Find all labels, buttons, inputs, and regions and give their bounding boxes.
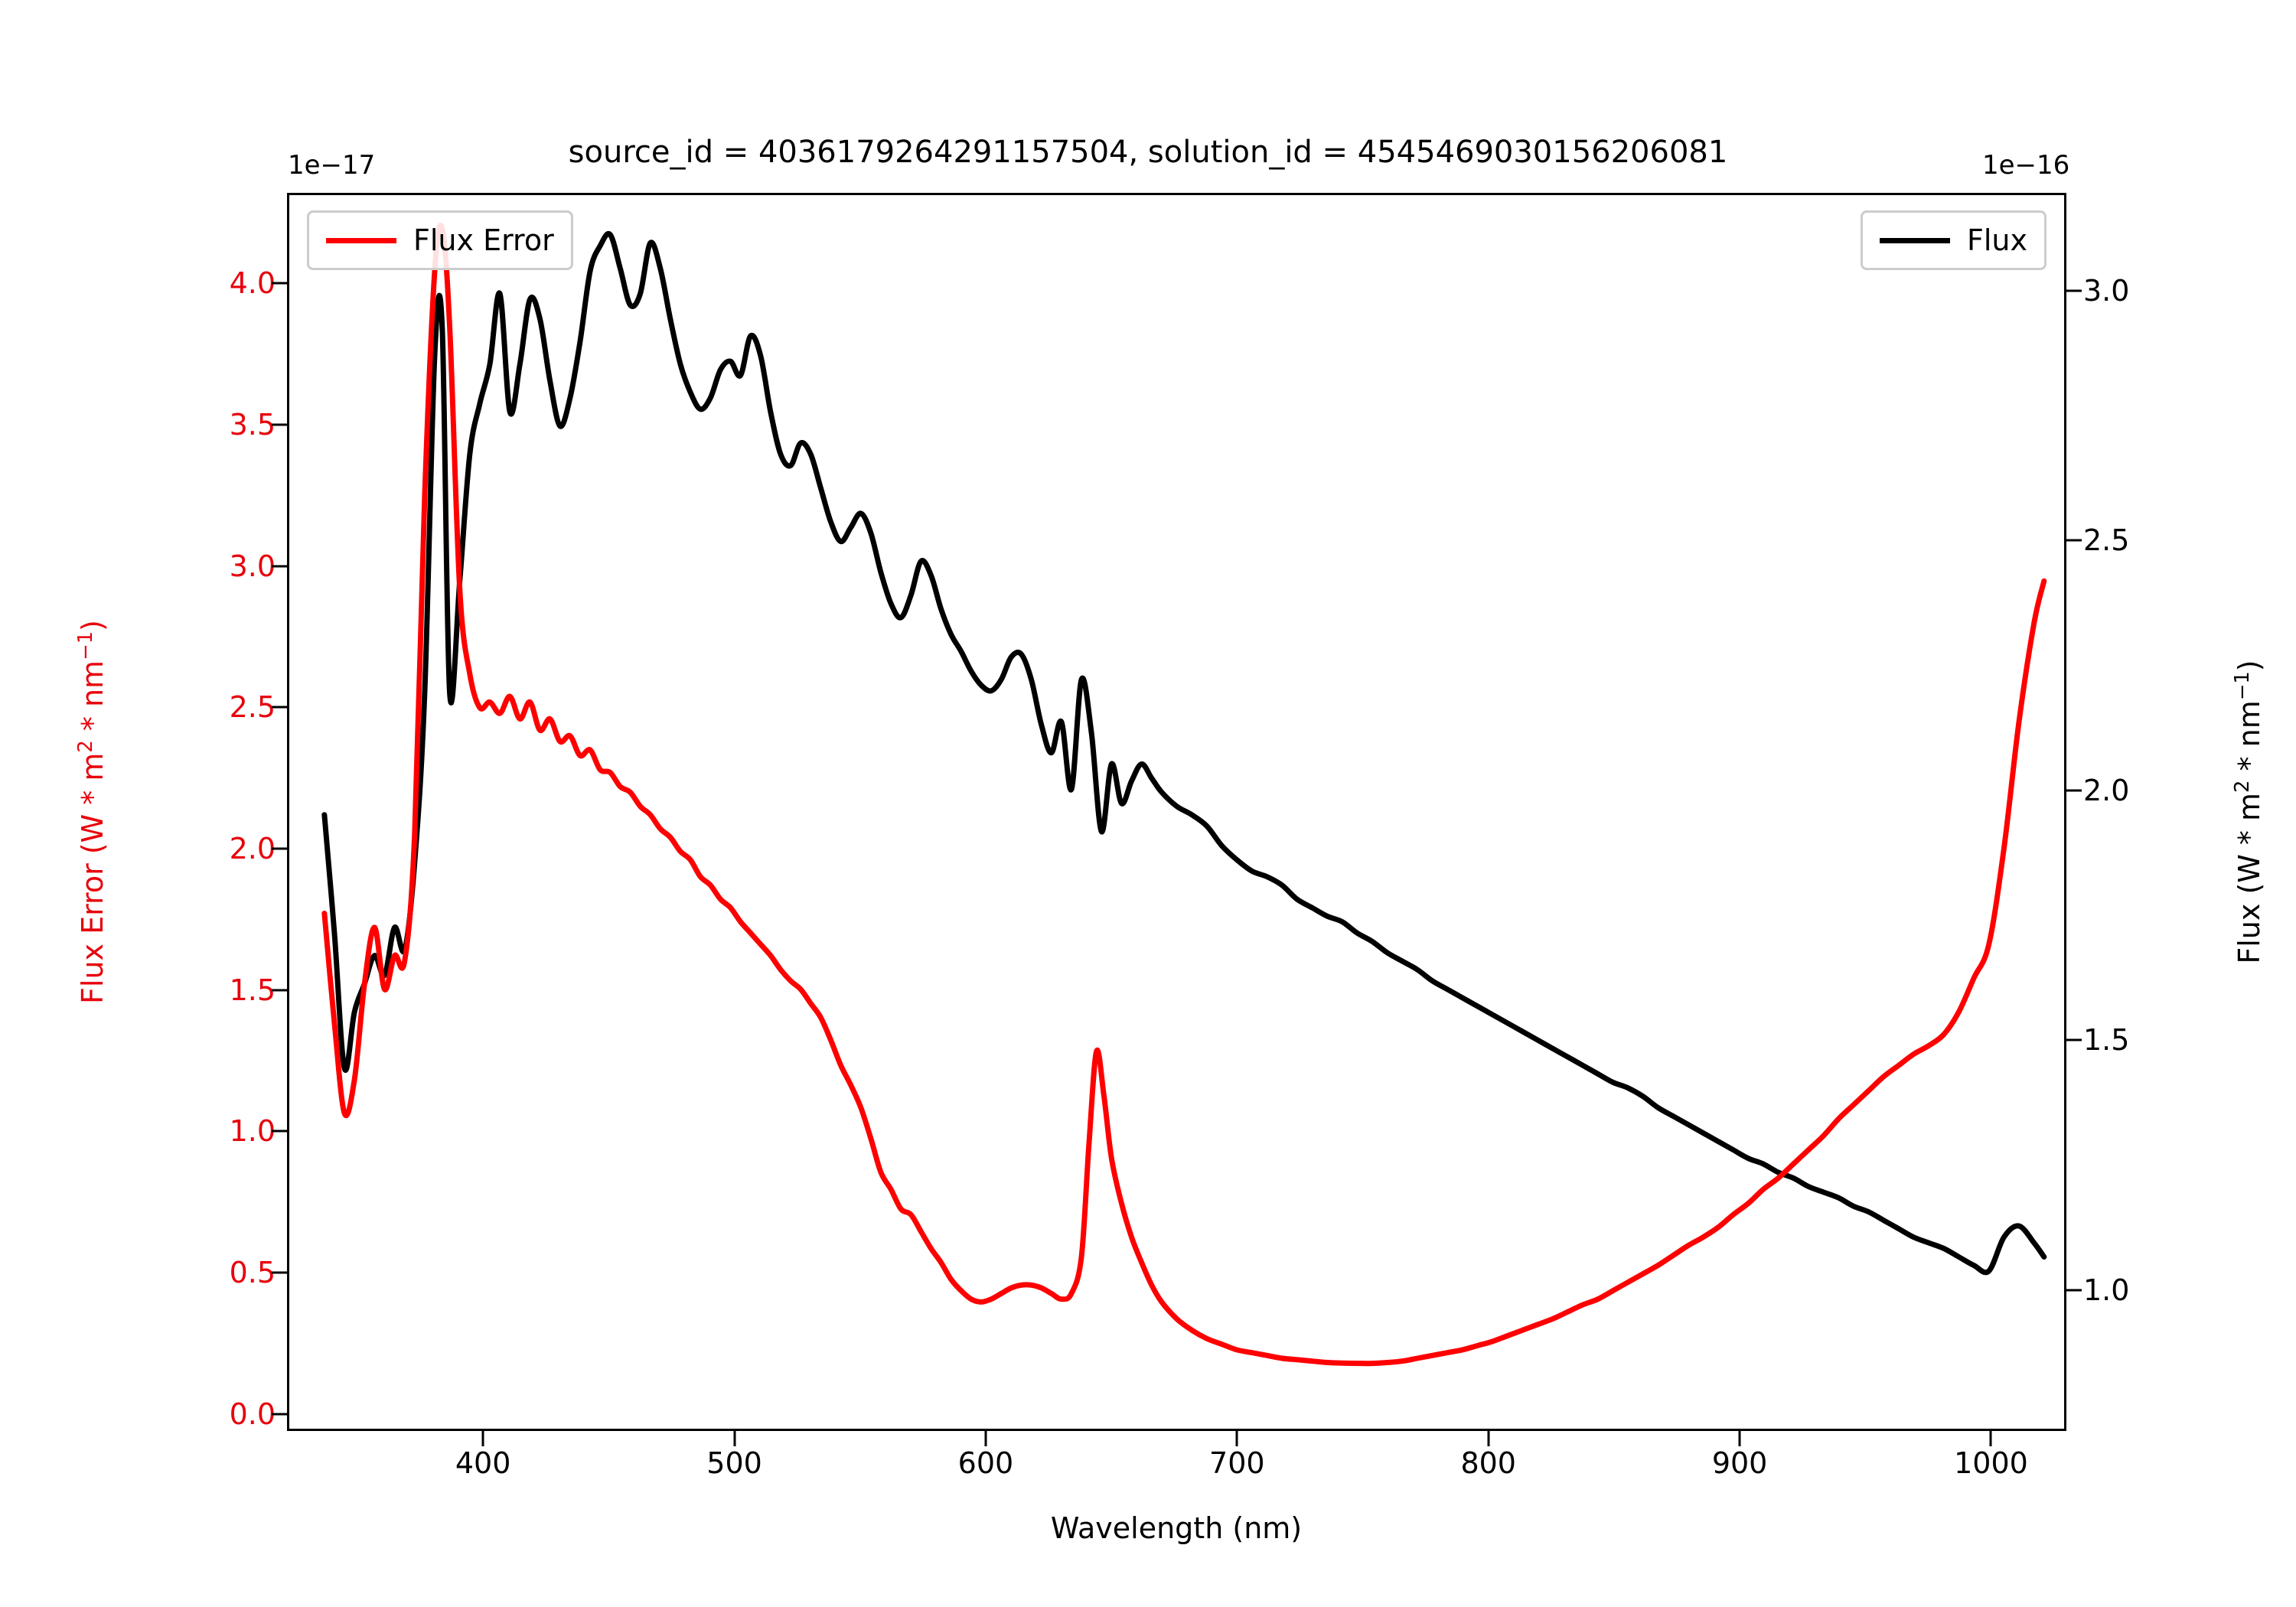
left-y-tick-mark [272,1271,287,1274]
x-tick-label: 400 [455,1446,511,1480]
page-title: source_id = 4036179264291157504, solutio… [568,135,1728,170]
left-y-tick-mark [272,423,287,426]
right-y-tick-label: 1.5 [2083,1023,2130,1058]
left-y-tick-label: 3.0 [229,549,276,583]
left-y-tick-label: 1.0 [229,1114,276,1149]
legend-label-flux: Flux [1967,223,2027,257]
legend-flux-error[interactable]: Flux Error [307,210,573,270]
left-y-tick-mark [272,282,287,285]
left-y-axis-label: Flux Error (W * m2 * nm−1) [74,620,109,1004]
left-y-tick-mark [272,1413,287,1416]
left-y-tick-mark [272,847,287,850]
left-y-tick-label: 1.5 [229,973,276,1007]
left-y-tick-mark [272,565,287,568]
x-tick-label: 1000 [1954,1446,2028,1480]
left-y-tick-label: 2.0 [229,832,276,866]
x-tick-mark [984,1431,987,1446]
x-tick-label: 700 [1209,1446,1265,1480]
right-y-axis-label: Flux (W * m2 * nm−1) [2231,660,2266,964]
x-tick-mark [1235,1431,1238,1446]
flux-line [321,230,2047,1276]
right-y-tick-label: 3.0 [2083,273,2130,308]
left-y-tick-mark [272,706,287,709]
left-y-tick-label: 3.5 [229,407,276,442]
x-tick-mark [1487,1431,1490,1446]
x-tick-mark [481,1431,484,1446]
x-tick-mark [1989,1431,1992,1446]
left-y-tick-mark [272,989,287,992]
left-y-tick-label: 4.0 [229,266,276,301]
right-y-tick-mark [2066,789,2082,792]
spectrum-plot [321,222,2047,1367]
right-y-tick-mark [2066,289,2082,292]
x-tick-mark [1738,1431,1741,1446]
legend-flux[interactable]: Flux [1861,210,2047,270]
flux-error-line [321,222,2047,1367]
right-y-tick-label: 2.5 [2083,523,2130,558]
legend-line-swatch-flux-error [326,237,396,243]
right-y-tick-label: 2.0 [2083,773,2130,807]
x-tick-mark [733,1431,736,1446]
legend-line-swatch-flux [1880,237,1950,243]
left-y-tick-mark [272,1129,287,1133]
x-tick-label: 800 [1460,1446,1516,1480]
legend-label-flux-error: Flux Error [413,223,554,257]
left-y-tick-label: 2.5 [229,690,276,725]
right-y-tick-mark [2066,1038,2082,1041]
right-axis-offset-label: 1e−16 [1982,150,2070,181]
x-tick-label: 900 [1711,1446,1768,1480]
x-tick-label: 600 [957,1446,1014,1480]
left-axis-offset-label: 1e−17 [288,150,376,181]
plot-area: Flux Error Flux [287,193,2066,1431]
right-y-tick-mark [2066,1289,2082,1292]
x-axis-label: Wavelength (nm) [1050,1511,1303,1545]
x-tick-label: 500 [706,1446,762,1480]
left-y-tick-label: 0.0 [229,1397,276,1431]
right-y-tick-label: 1.0 [2083,1273,2130,1307]
right-y-tick-mark [2066,539,2082,542]
left-y-tick-label: 0.5 [229,1256,276,1290]
